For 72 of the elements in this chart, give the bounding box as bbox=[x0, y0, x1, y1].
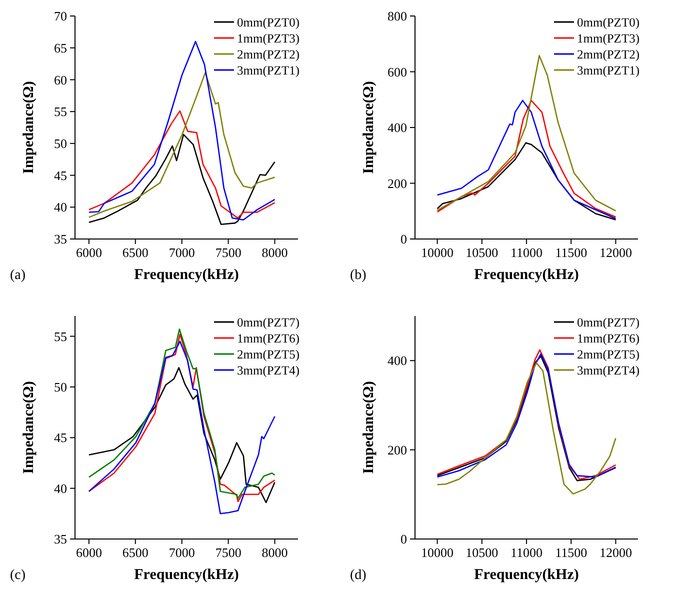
y-tick-label: 55 bbox=[54, 104, 67, 120]
x-axis-title: Frequency(kHz) bbox=[134, 267, 239, 283]
text: (b) bbox=[350, 268, 367, 283]
y-tick-label: 40 bbox=[54, 200, 67, 215]
x-tick-label: 11000 bbox=[510, 545, 543, 560]
x-tick-label: 7500 bbox=[215, 545, 242, 560]
x-tick-label: 6500 bbox=[122, 545, 148, 560]
y-tick-label: 800 bbox=[388, 8, 407, 24]
legend-label: 3mm(PZT4) bbox=[237, 363, 300, 378]
legend-label: 3mm(PZT4) bbox=[577, 363, 640, 378]
y-tick-label: 0 bbox=[400, 232, 407, 247]
x-tick-label: 12000 bbox=[599, 245, 632, 260]
legend-label: 0mm(PZT0) bbox=[577, 15, 640, 30]
y-tick-label: 400 bbox=[388, 120, 407, 136]
x-tick-label: 7000 bbox=[168, 245, 195, 260]
y-tick-label: 60 bbox=[54, 72, 67, 88]
x-tick-label: 8000 bbox=[262, 245, 288, 260]
x-tick-label: 8000 bbox=[262, 545, 288, 560]
y-tick-label: 45 bbox=[54, 168, 67, 183]
y-tick-label: 70 bbox=[54, 8, 67, 24]
x-tick-label: 10000 bbox=[421, 545, 454, 560]
y-axis-title: Impedance(Ω) bbox=[21, 381, 37, 474]
legend-label: 3mm(PZT1) bbox=[577, 63, 640, 78]
x-tick-label: 10500 bbox=[466, 245, 498, 260]
legend-label: 2mm(PZT5) bbox=[577, 347, 640, 362]
x-tick-label: 7000 bbox=[168, 545, 195, 560]
y-tick-label: 35 bbox=[54, 532, 67, 547]
x-tick-label: 10000 bbox=[421, 245, 454, 260]
y-tick-label: 65 bbox=[54, 40, 67, 56]
text: (c) bbox=[10, 568, 26, 583]
legend-label: 1mm(PZT6) bbox=[237, 331, 300, 346]
x-tick-label: 11500 bbox=[555, 545, 588, 560]
x-tick-label: 11500 bbox=[555, 245, 588, 260]
legend-label: 0mm(PZT7) bbox=[237, 315, 300, 330]
y-axis-title: Impedance(Ω) bbox=[21, 81, 37, 174]
y-tick-label: 400 bbox=[388, 353, 407, 368]
y-tick-label: 0 bbox=[400, 532, 407, 547]
legend-label: 2mm(PZT2) bbox=[237, 47, 300, 62]
y-tick-label: 200 bbox=[388, 176, 407, 191]
legend-label: 2mm(PZT2) bbox=[577, 47, 640, 62]
x-tick-label: 11000 bbox=[510, 245, 543, 260]
legend-label: 2mm(PZT5) bbox=[237, 347, 300, 362]
y-axis-title: Impedance(Ω) bbox=[361, 381, 377, 474]
y-axis-title: Impedance(Ω) bbox=[361, 81, 377, 174]
y-tick-label: 35 bbox=[54, 232, 67, 247]
y-tick-label: 200 bbox=[388, 442, 407, 458]
legend-label: 0mm(PZT0) bbox=[237, 15, 300, 30]
legend-label: 1mm(PZT3) bbox=[577, 31, 640, 46]
x-tick-label: 6000 bbox=[76, 245, 102, 260]
y-tick-label: 50 bbox=[54, 136, 67, 151]
text: (d) bbox=[350, 568, 367, 583]
x-tick-label: 6000 bbox=[76, 545, 102, 560]
x-axis-title: Frequency(kHz) bbox=[134, 567, 239, 583]
legend-label: 1mm(PZT3) bbox=[237, 31, 300, 46]
x-axis-title: Frequency(kHz) bbox=[474, 267, 579, 283]
x-tick-label: 12000 bbox=[599, 545, 632, 560]
text: (a) bbox=[10, 268, 26, 283]
y-tick-label: 55 bbox=[54, 328, 67, 344]
legend-label: 3mm(PZT1) bbox=[237, 63, 300, 78]
legend-label: 1mm(PZT6) bbox=[577, 331, 640, 346]
y-tick-label: 40 bbox=[54, 480, 67, 496]
line-series bbox=[88, 134, 276, 225]
y-tick-label: 600 bbox=[388, 64, 407, 80]
line-series bbox=[88, 110, 276, 219]
y-tick-label: 50 bbox=[54, 380, 67, 395]
x-axis-title: Frequency(kHz) bbox=[474, 567, 579, 583]
x-tick-label: 10500 bbox=[466, 545, 498, 560]
y-tick-label: 45 bbox=[54, 430, 67, 446]
line-series bbox=[436, 142, 616, 220]
legend-label: 0mm(PZT7) bbox=[577, 315, 640, 330]
x-tick-label: 7500 bbox=[215, 245, 242, 260]
x-tick-label: 6500 bbox=[122, 245, 148, 260]
